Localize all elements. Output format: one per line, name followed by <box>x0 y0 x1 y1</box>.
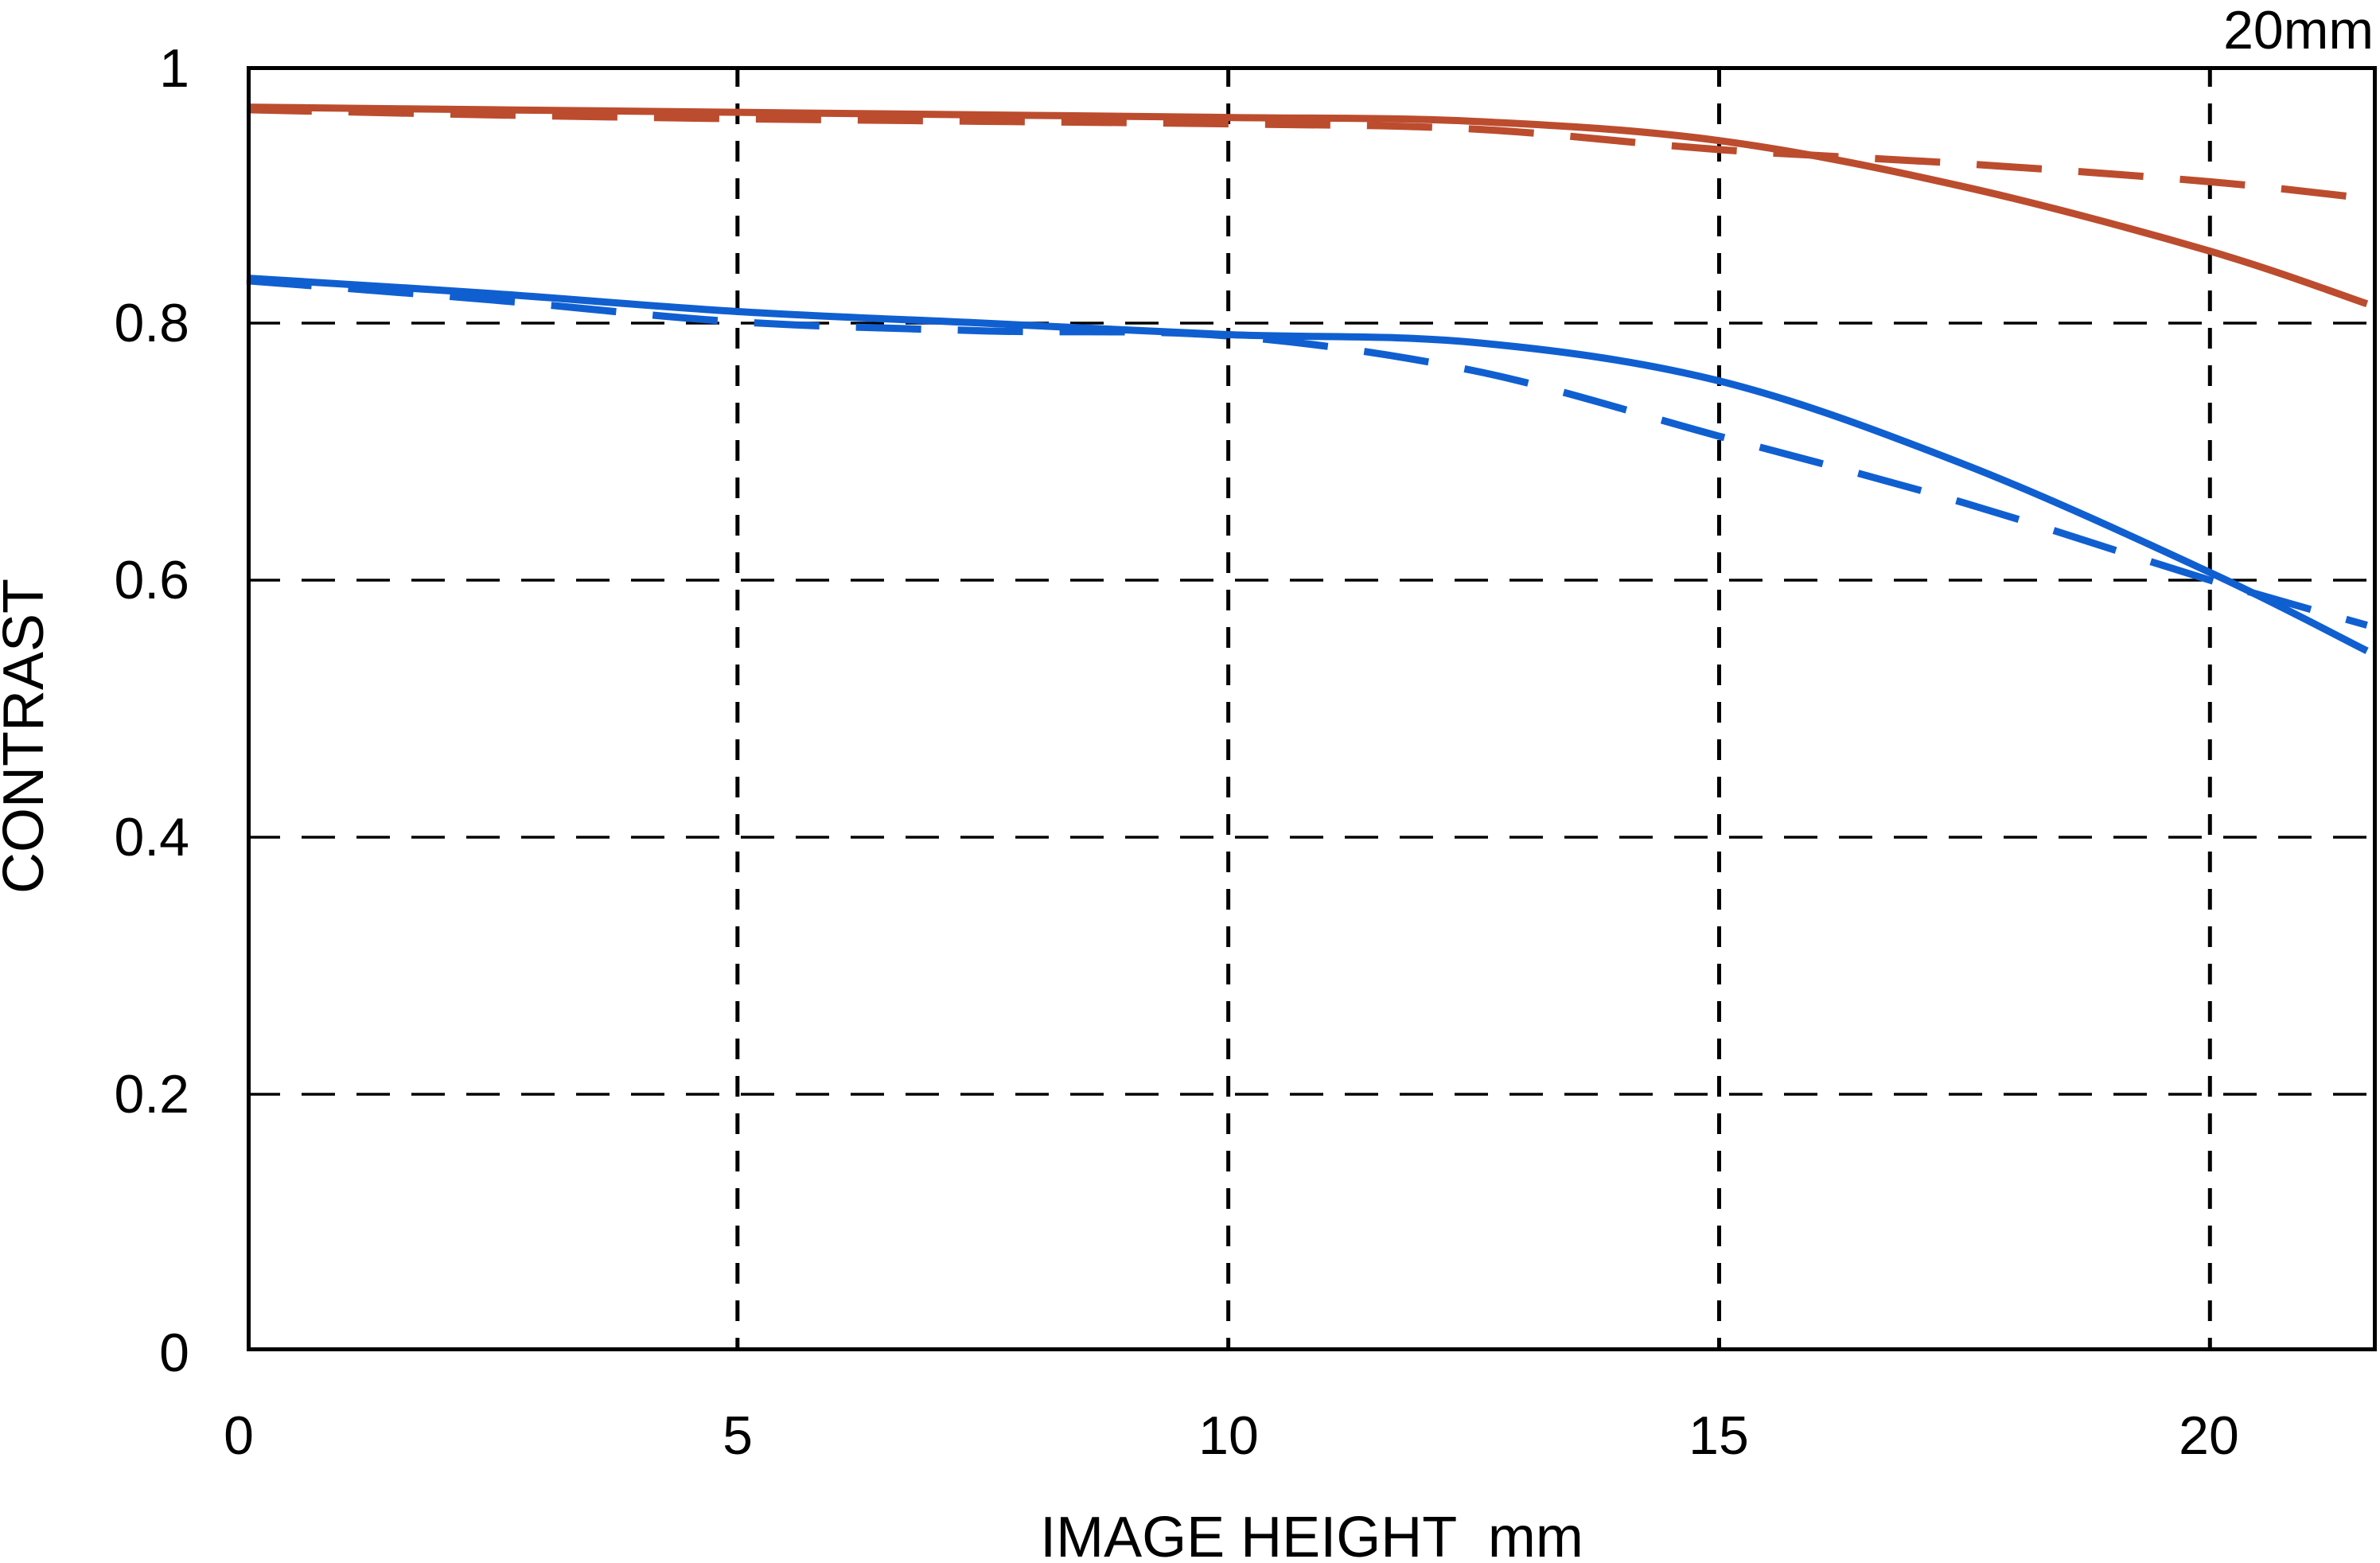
y-tick-0.2: 0.2 <box>114 1064 189 1125</box>
y-tick-0.4: 0.4 <box>114 807 189 867</box>
x-axis-title: IMAGE HEIGHT mm <box>1040 1506 1583 1563</box>
y-tick-0: 0 <box>159 1323 189 1383</box>
curve-blue-solid <box>246 274 2369 654</box>
gridlines <box>247 66 2377 1351</box>
x-tick-10: 10 <box>1198 1405 1259 1466</box>
focal-length-label: 20mm <box>2223 0 2374 60</box>
y-tick-1: 1 <box>159 38 189 99</box>
plot-area <box>246 66 2377 1351</box>
y-tick-0.6: 0.6 <box>114 550 189 610</box>
x-tick-15: 15 <box>1689 1405 1749 1466</box>
x-tick-20: 20 <box>2179 1405 2239 1466</box>
curve-red-dashed <box>246 106 2368 202</box>
x-tick-0: 0 <box>224 1405 254 1466</box>
curve-red-solid <box>246 103 2369 308</box>
x-tick-5: 5 <box>723 1405 753 1466</box>
y-tick-0.8: 0.8 <box>114 293 189 353</box>
plot-border <box>247 66 2377 1351</box>
curve-blue-dashed <box>246 277 2368 629</box>
curves <box>246 103 2369 654</box>
